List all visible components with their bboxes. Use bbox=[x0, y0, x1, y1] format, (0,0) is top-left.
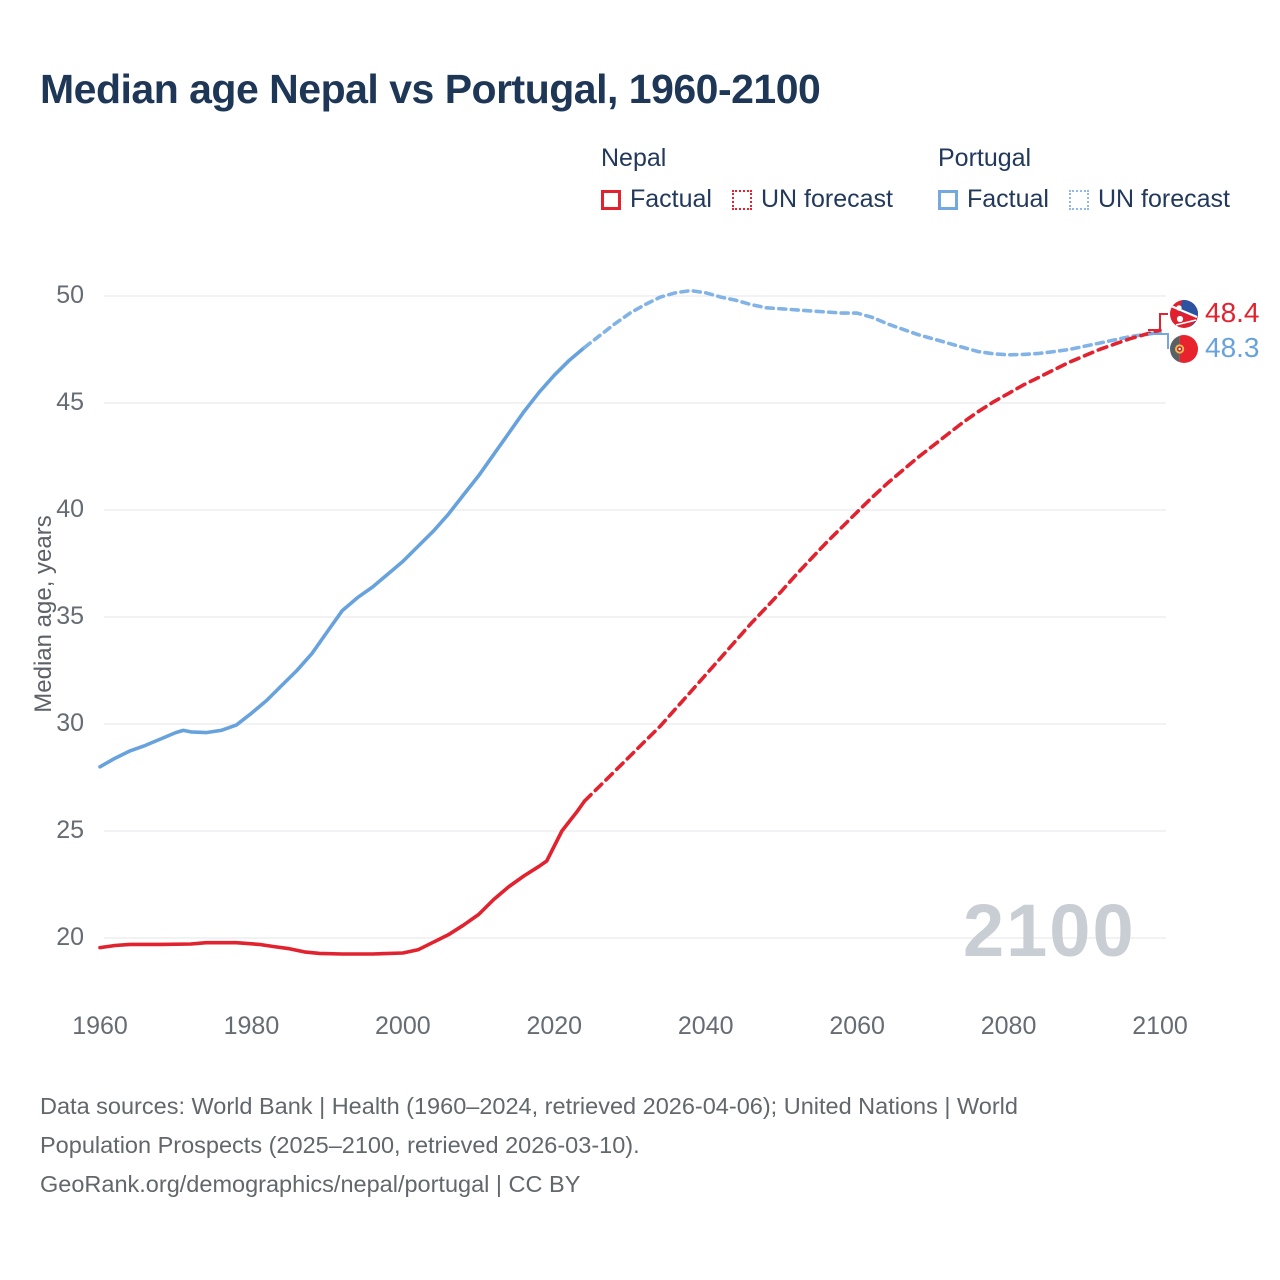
y-tick-label: 45 bbox=[56, 388, 84, 416]
nepal-flag-icon bbox=[1170, 300, 1198, 328]
nepal-end-connector bbox=[1148, 313, 1168, 331]
legend-nepal-forecast-item: UN forecast bbox=[731, 185, 893, 214]
series-nepal-factual bbox=[98, 799, 587, 956]
data-sources-line1: Data sources: World Bank | Health (1960–… bbox=[40, 1093, 1018, 1119]
legend-portugal-factual-item: Factual bbox=[938, 185, 1049, 214]
y-tick-label: 40 bbox=[56, 495, 84, 523]
legend-portugal-forecast-item: UN forecast bbox=[1068, 185, 1230, 214]
chart-lines bbox=[98, 288, 1162, 956]
footer: Data sources: World Bank | Health (1960–… bbox=[40, 1087, 1018, 1204]
attribution-line: GeoRank.org/demographics/nepal/portugal … bbox=[40, 1171, 581, 1197]
y-tick-label: 30 bbox=[56, 709, 84, 737]
legend-portugal-header: Portugal bbox=[938, 144, 1032, 172]
y-tick-label: 25 bbox=[56, 816, 84, 844]
nepal-forecast-label: UN forecast bbox=[760, 185, 893, 213]
portugal-forecast-label: UN forecast bbox=[1097, 185, 1230, 213]
series-portugal-un-forecast bbox=[582, 288, 1162, 357]
legend-group-portugal: Portugal Factual UN forecast bbox=[938, 144, 1230, 214]
portugal-forecast-swatch-icon bbox=[1068, 189, 1089, 210]
watermark-year: 2100 bbox=[963, 889, 1136, 972]
legend-group-nepal: Nepal Factual UN forecast bbox=[601, 144, 893, 214]
y-tick-label: 20 bbox=[56, 923, 84, 951]
legend-portugal-items: Factual UN forecast bbox=[938, 185, 1230, 214]
x-tick-label: 1960 bbox=[72, 1012, 128, 1040]
x-tick-label: 2100 bbox=[1132, 1012, 1188, 1040]
series-portugal-factual bbox=[98, 345, 587, 769]
nepal-forecast-swatch-icon bbox=[731, 189, 752, 210]
x-tick-label: 2020 bbox=[526, 1012, 583, 1040]
x-tick-label: 1980 bbox=[223, 1012, 280, 1040]
x-tick-label: 2000 bbox=[375, 1012, 431, 1040]
nepal-factual-label: Factual bbox=[630, 185, 712, 213]
portugal-end-value: 48.3 bbox=[1205, 332, 1260, 363]
y-tick-label: 35 bbox=[56, 602, 84, 630]
portugal-flag-icon bbox=[1170, 335, 1198, 363]
series-nepal-un-forecast bbox=[582, 328, 1162, 803]
y-tick-label: 50 bbox=[56, 281, 84, 309]
legend-nepal-items: Factual UN forecast bbox=[601, 185, 893, 214]
x-tick-label: 2080 bbox=[980, 1012, 1037, 1040]
legend-nepal-factual-item: Factual bbox=[601, 185, 712, 214]
gridlines bbox=[104, 295, 1166, 939]
x-tick-label: 2060 bbox=[829, 1012, 885, 1040]
legend-nepal-header: Nepal bbox=[601, 144, 667, 172]
x-tick-label: 2040 bbox=[677, 1012, 734, 1040]
portugal-factual-label: Factual bbox=[967, 185, 1049, 213]
portugal-factual-swatch-icon bbox=[938, 189, 958, 210]
portugal-end-connector bbox=[1148, 333, 1169, 349]
data-sources-line2: Population Prospects (2025–2100, retriev… bbox=[40, 1132, 640, 1158]
nepal-factual-swatch-icon bbox=[601, 189, 621, 210]
nepal-end-value: 48.4 bbox=[1205, 297, 1260, 328]
page-title: Median age Nepal vs Portugal, 1960-2100 bbox=[40, 66, 821, 112]
